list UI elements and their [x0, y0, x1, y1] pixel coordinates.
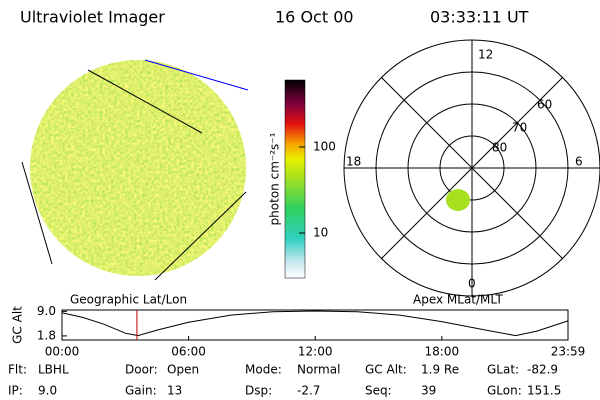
info-value: 9.0	[38, 384, 57, 398]
info-value: 13	[167, 384, 182, 398]
info-label: GLon:	[487, 384, 522, 398]
polar-grid	[343, 39, 600, 297]
mlt-label: 0	[468, 277, 476, 291]
time: 03:33:11 UT	[430, 8, 529, 27]
info-label: Door:	[125, 363, 158, 377]
info-table: Flt: LBHL Door: Open Mode: Normal GC Alt: 1.9 R…	[8, 363, 561, 398]
info-value: 151.5	[527, 384, 561, 398]
mlt-label: 6	[575, 155, 583, 169]
x-tick-label: 12:00	[298, 345, 333, 359]
colorbar-tick-label: 100	[313, 139, 336, 153]
y-tick-label: 9.0	[37, 304, 56, 318]
altitude-line	[61, 310, 569, 337]
colorbar: photon cm⁻²s⁻¹	[268, 79, 306, 279]
orbit-ylabel: GC Alt	[11, 306, 25, 344]
info-value: Open	[167, 363, 199, 377]
info-value: 39	[421, 384, 436, 398]
auroral-image	[21, 59, 249, 281]
info-label: IP:	[8, 384, 23, 398]
y-tick-label: 1.8	[37, 328, 56, 342]
info-label: GC Alt:	[365, 363, 407, 377]
title: Ultraviolet Imager	[20, 8, 165, 27]
info-value: -2.7	[297, 384, 320, 398]
x-tick-label: 23:59	[551, 345, 586, 359]
lat-label: 80	[492, 141, 507, 155]
info-label: Seq:	[365, 384, 392, 398]
x-tick-label: 18:00	[425, 345, 460, 359]
info-value: 1.9 Re	[421, 363, 459, 377]
info-value: LBHL	[38, 363, 69, 377]
polar-label: Apex MLat/MLT	[413, 293, 503, 307]
info-value: -82.9	[527, 363, 558, 377]
mlt-label: 12	[478, 48, 493, 62]
colorbar-tick-label: 10	[313, 226, 328, 240]
info-label: Dsp:	[245, 384, 272, 398]
image-label: Geographic Lat/Lon	[70, 293, 187, 307]
info-label: Mode:	[245, 363, 282, 377]
info-label: Gain:	[125, 384, 157, 398]
x-tick-label: 06:00	[171, 345, 206, 359]
date: 16 Oct 00	[275, 8, 354, 27]
info-label: GLat:	[487, 363, 519, 377]
lat-label: 70	[512, 121, 527, 135]
mlt-label: 18	[346, 155, 361, 169]
info-value: Normal	[297, 363, 340, 377]
colorbar-label: photon cm⁻²s⁻¹	[268, 132, 282, 225]
x-tick-label: 00:00	[45, 345, 80, 359]
lat-label: 60	[537, 98, 552, 112]
info-label: Flt:	[8, 363, 27, 377]
